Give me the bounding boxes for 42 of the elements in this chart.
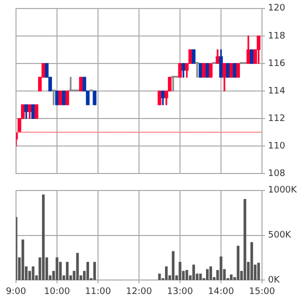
- x-tick-label: 12:00: [126, 286, 152, 297]
- bar: [186, 270, 188, 280]
- bar: [257, 262, 260, 280]
- bar: [172, 251, 174, 280]
- bar: [86, 262, 90, 280]
- x-tick-label: 11:00: [85, 286, 112, 297]
- bar: [206, 269, 209, 280]
- y-tick-label: 114: [268, 86, 286, 96]
- bar: [66, 262, 69, 280]
- bar: [209, 266, 212, 280]
- bar: [178, 262, 182, 280]
- y-tick-label: 0K: [268, 276, 281, 286]
- bar: [93, 262, 96, 280]
- bar: [244, 199, 246, 280]
- bar: [220, 256, 222, 280]
- bar: [56, 257, 58, 280]
- bar: [59, 262, 62, 280]
- bar: [158, 274, 161, 280]
- bar: [250, 242, 254, 280]
- bar: [76, 252, 79, 280]
- y-tick-label: 120: [268, 4, 286, 14]
- bar: [42, 194, 45, 280]
- x-tick-label: 15:00: [249, 286, 276, 297]
- x-tick-label: 10:00: [44, 286, 70, 297]
- y-tick-label: 118: [268, 31, 286, 42]
- x-tick-label: 14:00: [208, 286, 234, 297]
- y-tick-label: 500K: [268, 230, 292, 241]
- bar: [199, 274, 202, 280]
- bar: [230, 274, 233, 280]
- bar: [236, 246, 240, 280]
- y-tick-label: 112: [268, 114, 286, 124]
- y-tick-label: 110: [268, 141, 286, 152]
- bar: [32, 266, 34, 280]
- y-tick-label: 1000K: [268, 186, 298, 196]
- x-tick-label: 9:00: [6, 286, 26, 297]
- y-tick-label: 116: [268, 58, 286, 69]
- bar: [28, 270, 31, 280]
- y-tick-label: 108: [268, 168, 286, 179]
- bar: [165, 266, 168, 280]
- x-tick-label: 13:00: [167, 286, 194, 297]
- bar: [192, 264, 195, 280]
- bar: [22, 239, 24, 280]
